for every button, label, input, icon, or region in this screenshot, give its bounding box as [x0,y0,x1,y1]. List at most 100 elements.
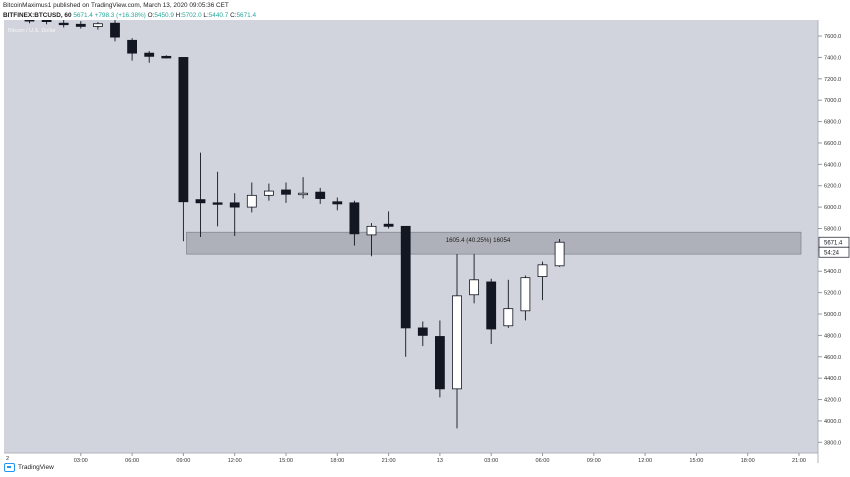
last-price: 5671.4 [73,12,93,19]
x-tick-label: 18:00 [741,458,755,463]
candle [178,57,189,242]
candle-body [452,295,462,390]
candle-body [315,191,326,199]
candle-body [366,225,377,236]
candle-body [41,20,52,23]
candle [110,20,120,42]
candle-body [212,202,223,205]
candle [281,182,291,203]
candle-body [349,202,360,235]
y-tick-label: 4800.0 [824,333,841,339]
open-label: O: [147,12,155,19]
candle-body [110,22,120,38]
x-start-label: 2 [6,456,9,462]
high-label: H: [175,12,183,19]
candle [332,197,343,211]
candle-body [332,201,343,205]
candle-body [75,23,86,27]
candle [400,225,411,357]
x-tick-label: 15:00 [279,458,293,463]
candle-body [520,277,531,312]
candle [503,279,514,328]
symbol-name[interactable]: BITFINEX:BTCUSD, 60 [3,12,72,19]
x-tick-label: 15:00 [689,458,703,463]
countdown-label: 54:24 [824,250,840,256]
close-value: 5671.4 [236,12,257,19]
candle [41,20,52,25]
x-tick-label: 06:00 [536,458,550,463]
y-tick-label: 5800.0 [824,226,841,232]
candle-body [298,192,309,196]
candle [554,238,565,267]
y-tick-label: 6800.0 [824,120,841,126]
y-tick-label: 6000.0 [824,205,841,211]
y-tick-label: 6600.0 [824,141,841,147]
candle [58,20,69,28]
last-price-label: 5671.4 [824,240,843,246]
candle [537,261,548,301]
candle [263,183,274,201]
candle-body [127,39,137,54]
x-tick-label: 18:00 [330,458,344,463]
candle [349,200,360,246]
candle-body [178,57,189,203]
low-value: 5440.7 [208,12,229,19]
x-tick-label: 09:00 [587,458,601,463]
candle-body [486,281,497,330]
candle-body [281,189,291,195]
candle [24,20,35,24]
candle-body [195,199,206,204]
candle-body [469,279,480,296]
y-tick-label: 3800.0 [824,440,841,446]
y-tick-label: 4000.0 [824,419,841,425]
y-tick-label: 4200.0 [824,398,841,404]
candle [93,22,103,30]
x-tick-label: 03:00 [484,458,498,463]
zone-label: 1605.4 (40.25%) 16054 [446,237,511,244]
candle [246,182,257,213]
price-chart[interactable]: 3800.0 4000.0 4200.0 4400.0 4600.0 4800.0 5000… [0,20,850,463]
price-zone [186,231,802,255]
x-tick-label: 12:00 [228,458,242,463]
publish-info: BitcoinMaximus1 published on TradingView… [3,1,848,11]
ohlc-line: BITFINEX:BTCUSD, 60 5671.4 +798.3 (+16.3… [3,11,848,21]
y-tick-label: 6200.0 [824,184,841,190]
candle-body [417,327,428,336]
x-tick-label: 13 [437,458,443,463]
candle-body [93,23,103,27]
x-tick-label: 12:00 [638,458,652,463]
candle-body [24,20,35,22]
candle [520,275,531,321]
candle [195,152,206,238]
candle-body [554,241,565,267]
candle-body [144,52,155,57]
y-tick-label: 7200.0 [824,77,841,83]
tradingview-logo-icon [4,463,15,472]
candle [486,278,497,344]
countdown-tag [818,246,850,258]
candle-body [263,190,274,196]
close-label: C: [230,12,237,19]
open-value: 5450.9 [154,12,174,19]
candle-body [537,264,548,277]
candle [434,320,445,398]
candle-body [434,336,445,390]
candle [144,51,155,63]
candle [161,55,172,59]
candle-body [229,202,240,208]
chart-header: BitcoinMaximus1 published on TradingView… [3,1,848,21]
tradingview-brand: TradingView [18,464,54,471]
y-tick-label: 4400.0 [824,376,841,382]
candle-body [503,308,514,327]
candle-body [400,225,411,329]
x-tick-label: 21:00 [792,458,806,463]
candle [469,254,480,304]
candle-body [161,55,172,59]
low-label: L: [203,12,209,19]
y-tick-label: 5200.0 [824,291,841,297]
candle [298,177,309,199]
publish-line: BitcoinMaximus1 published on TradingView… [3,2,229,9]
y-tick-label: 5400.0 [824,269,841,275]
y-tick-label: 6400.0 [824,162,841,168]
tradingview-footer: TradingView [4,463,54,472]
